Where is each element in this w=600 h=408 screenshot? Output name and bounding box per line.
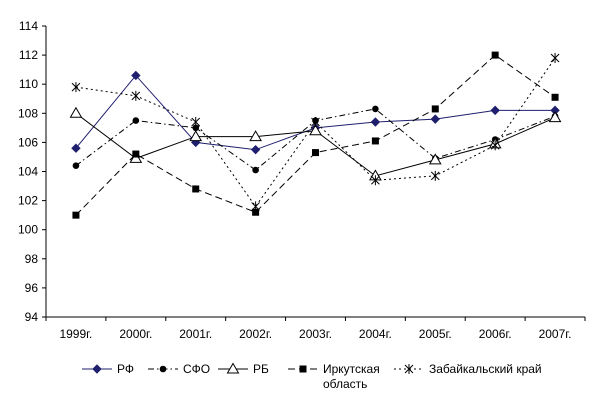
x-tick-label: 2006г. xyxy=(479,327,512,341)
legend-label: РБ xyxy=(253,362,269,376)
legend-item: Забайкальский край xyxy=(394,362,542,376)
data-point xyxy=(551,93,559,101)
data-point xyxy=(131,90,141,101)
data-point xyxy=(72,162,80,169)
x-tick-label: 2000г. xyxy=(119,327,152,341)
y-tick-label: 106 xyxy=(18,135,38,149)
series-layer xyxy=(69,51,562,219)
data-point xyxy=(72,211,80,219)
series-5 xyxy=(71,53,560,212)
legend-label: РФ xyxy=(117,362,134,376)
x-tick-label: 2004г. xyxy=(359,327,392,341)
data-point xyxy=(312,149,319,157)
data-point xyxy=(192,185,200,193)
data-point xyxy=(372,105,379,113)
y-tick-label: 110 xyxy=(19,77,38,91)
series-4 xyxy=(72,51,559,219)
legend-marker xyxy=(404,364,414,374)
x-tick-label: 2001г. xyxy=(179,327,212,341)
x-tick-label: 2005г. xyxy=(419,327,452,341)
data-point xyxy=(490,105,500,116)
data-point xyxy=(311,117,320,128)
legend-item: СФО xyxy=(148,362,210,376)
data-point xyxy=(71,143,81,153)
legend-item: РФ xyxy=(82,362,134,376)
y-tick-label: 108 xyxy=(18,106,38,120)
data-point xyxy=(371,137,379,145)
x-tick-label: 1999г. xyxy=(59,327,92,341)
data-point xyxy=(491,51,499,59)
data-point xyxy=(548,111,562,123)
data-point xyxy=(430,170,440,181)
data-point xyxy=(192,124,200,132)
data-point xyxy=(189,130,203,142)
data-point xyxy=(371,175,380,186)
x-tick-label: 2003г. xyxy=(299,327,332,341)
legend-marker xyxy=(159,365,167,373)
data-point xyxy=(71,82,81,93)
legend-item: РБ xyxy=(218,362,269,376)
data-point xyxy=(370,117,381,127)
series-2 xyxy=(72,105,559,174)
data-point xyxy=(431,105,439,113)
data-point xyxy=(550,53,560,64)
data-point xyxy=(309,124,322,136)
data-point xyxy=(252,208,260,216)
y-tick-label: 102 xyxy=(18,194,38,208)
data-point xyxy=(428,153,442,165)
legend-label: СФО xyxy=(183,362,210,376)
y-tick-label: 94 xyxy=(25,310,39,324)
series-1 xyxy=(71,70,560,155)
y-tick-label: 112 xyxy=(19,48,38,62)
data-point xyxy=(129,151,143,163)
data-point xyxy=(252,166,259,174)
data-point xyxy=(251,201,260,212)
data-point xyxy=(132,117,140,124)
data-point xyxy=(69,106,83,118)
data-point xyxy=(250,144,261,155)
legend-marker xyxy=(92,364,102,374)
y-tick-label: 100 xyxy=(18,223,38,237)
data-point xyxy=(249,130,262,142)
data-point xyxy=(490,140,500,151)
y-tick-label: 114 xyxy=(19,19,38,33)
legend-marker xyxy=(299,365,307,373)
x-tick-label: 2002г. xyxy=(239,327,272,341)
data-point xyxy=(131,70,141,81)
axes: 94 96 98 100 102 104 106 108 110 112 114 1999г. 2000… xyxy=(18,19,586,341)
legend-marker xyxy=(226,362,240,374)
y-tick-label: 98 xyxy=(25,252,39,266)
data-point xyxy=(430,114,440,124)
legend-label: Иркутская xyxy=(323,362,380,376)
y-tick-label: 104 xyxy=(18,165,38,179)
series-line xyxy=(75,57,556,208)
series-line xyxy=(75,74,556,151)
legend-label-cont: область xyxy=(323,377,367,391)
data-point xyxy=(191,117,201,128)
legend-label: Забайкальский край xyxy=(429,362,542,376)
x-tick-label: 2007г. xyxy=(539,327,572,341)
y-tick-label: 96 xyxy=(25,281,39,295)
data-point xyxy=(132,150,140,158)
